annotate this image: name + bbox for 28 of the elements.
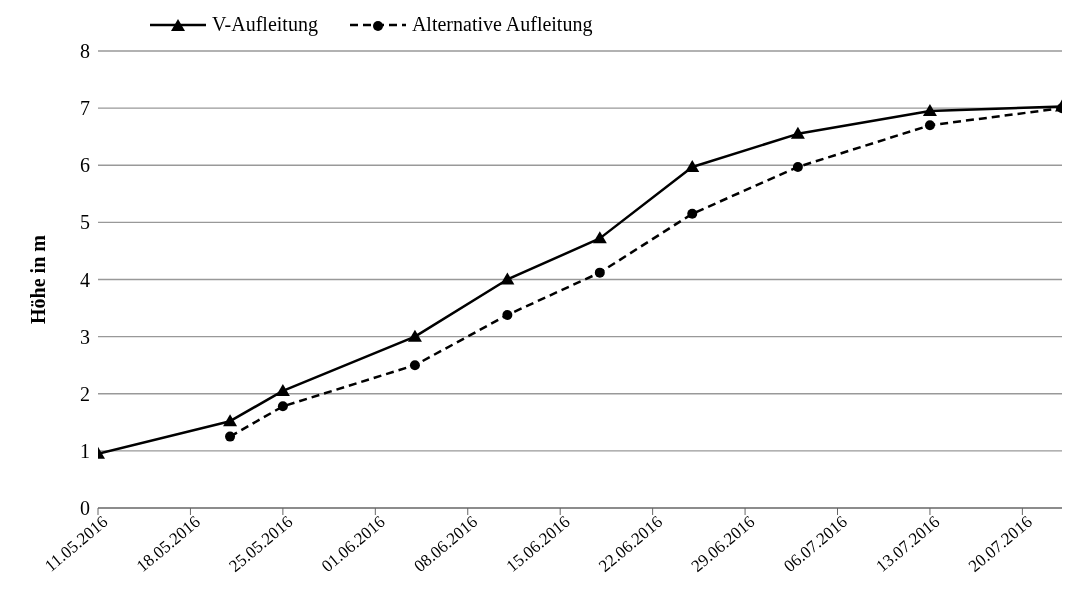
legend-label: V-Aufleitung xyxy=(212,13,318,36)
point xyxy=(685,159,700,172)
point xyxy=(225,431,236,442)
point xyxy=(409,360,420,371)
point xyxy=(407,329,422,342)
point xyxy=(792,161,803,172)
y-tick-label: 2 xyxy=(80,382,90,405)
y-tick-label: 5 xyxy=(80,211,90,234)
y-tick-label: 7 xyxy=(80,97,90,120)
point xyxy=(594,267,605,278)
y-tick-label: 1 xyxy=(80,439,90,462)
y-tick-label: 4 xyxy=(80,268,90,291)
point xyxy=(502,309,513,320)
point xyxy=(687,208,698,219)
y-tick-label: 6 xyxy=(80,154,90,177)
y-axis-title: Höhe in m xyxy=(27,234,50,324)
y-tick-label: 0 xyxy=(80,497,90,520)
y-tick-label: 8 xyxy=(80,40,90,63)
legend-label: Alternative Aufleitung xyxy=(411,13,593,36)
point xyxy=(922,103,937,116)
point xyxy=(790,126,805,139)
y-tick-label: 3 xyxy=(80,325,90,348)
point xyxy=(275,383,290,396)
point xyxy=(277,401,288,412)
point xyxy=(924,120,935,131)
point xyxy=(592,231,607,244)
point xyxy=(223,414,238,427)
point xyxy=(500,272,515,285)
